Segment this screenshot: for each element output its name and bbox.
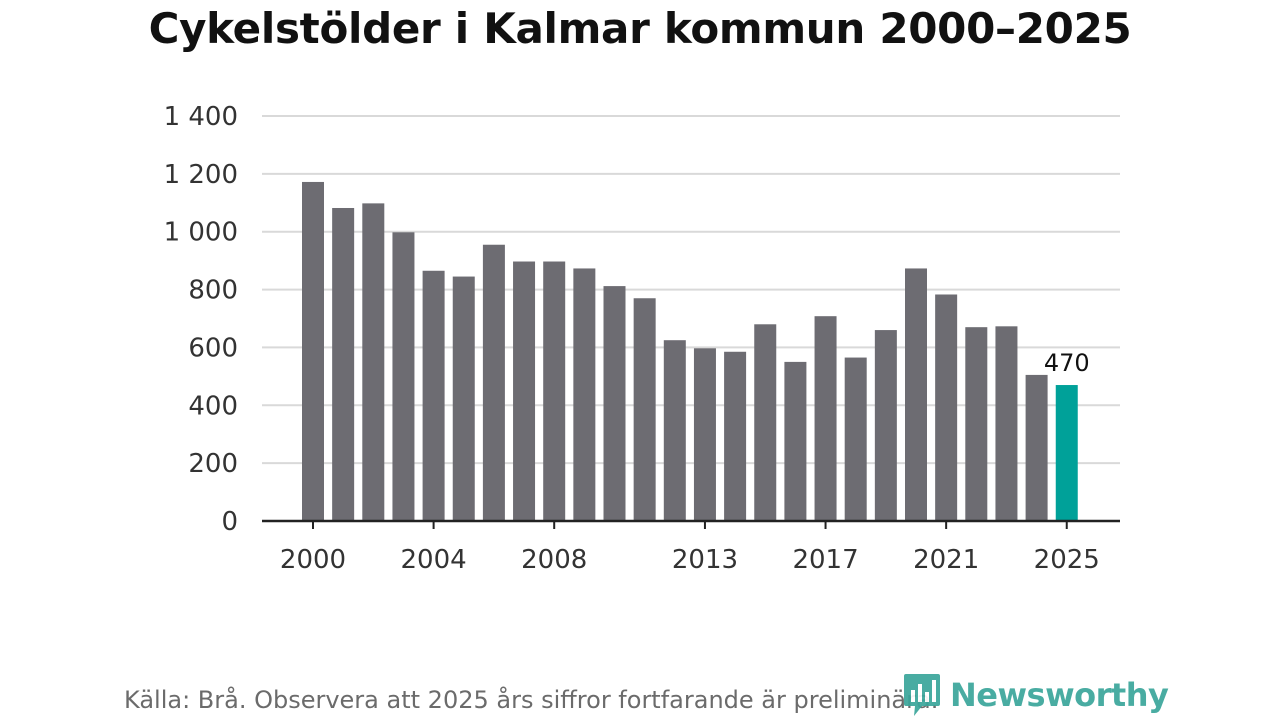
y-tick-label: 1 000 (164, 218, 238, 248)
data-label: 470 (1044, 349, 1090, 377)
bar (482, 244, 505, 521)
newsworthy-logo-icon (904, 674, 940, 716)
bar (754, 324, 777, 521)
bar (995, 326, 1018, 521)
bar (905, 268, 927, 521)
x-tick-label: 2000 (280, 545, 346, 575)
bar (663, 340, 686, 521)
y-tick-label: 1 400 (164, 102, 238, 132)
x-tick-label: 2013 (672, 545, 738, 575)
y-tick-label: 0 (221, 507, 238, 537)
brand-logo[interactable]: Newsworthy (902, 672, 1169, 718)
bar (422, 270, 445, 521)
bar (874, 330, 897, 521)
bar (724, 351, 747, 521)
bar (332, 207, 355, 521)
source-note: Källa: Brå. Observera att 2025 års siffr… (124, 686, 939, 714)
bar (965, 327, 988, 521)
bar (513, 261, 536, 521)
bar (573, 268, 596, 521)
bar (844, 357, 867, 521)
bar (1055, 385, 1078, 521)
y-tick-label: 600 (188, 333, 238, 363)
x-tick-label: 2004 (401, 545, 467, 575)
bar (1025, 374, 1048, 521)
brand-name: Newsworthy (950, 676, 1169, 714)
bar (784, 361, 807, 521)
x-tick-label: 2021 (913, 545, 979, 575)
bar (452, 276, 475, 521)
bar (935, 294, 958, 521)
bar (362, 203, 385, 521)
bar (543, 261, 566, 521)
bar (603, 286, 626, 521)
y-tick-label: 800 (188, 276, 238, 306)
x-tick-label: 2025 (1034, 545, 1100, 575)
bar (693, 348, 716, 521)
y-tick-label: 400 (188, 391, 238, 421)
y-tick-label: 200 (188, 449, 238, 479)
y-tick-label: 1 200 (164, 160, 238, 190)
chart-title: Cykelstölder i Kalmar kommun 2000–2025 (148, 4, 1132, 53)
bar (392, 232, 415, 522)
x-tick-label: 2008 (521, 545, 587, 575)
bar-chart: 0 200 400 600 800 1 000 1 200 1 400 2000 2004 2008… (164, 102, 1120, 575)
bar (302, 181, 324, 521)
bar (633, 298, 656, 521)
x-tick-label: 2017 (792, 545, 858, 575)
bar (814, 316, 837, 521)
